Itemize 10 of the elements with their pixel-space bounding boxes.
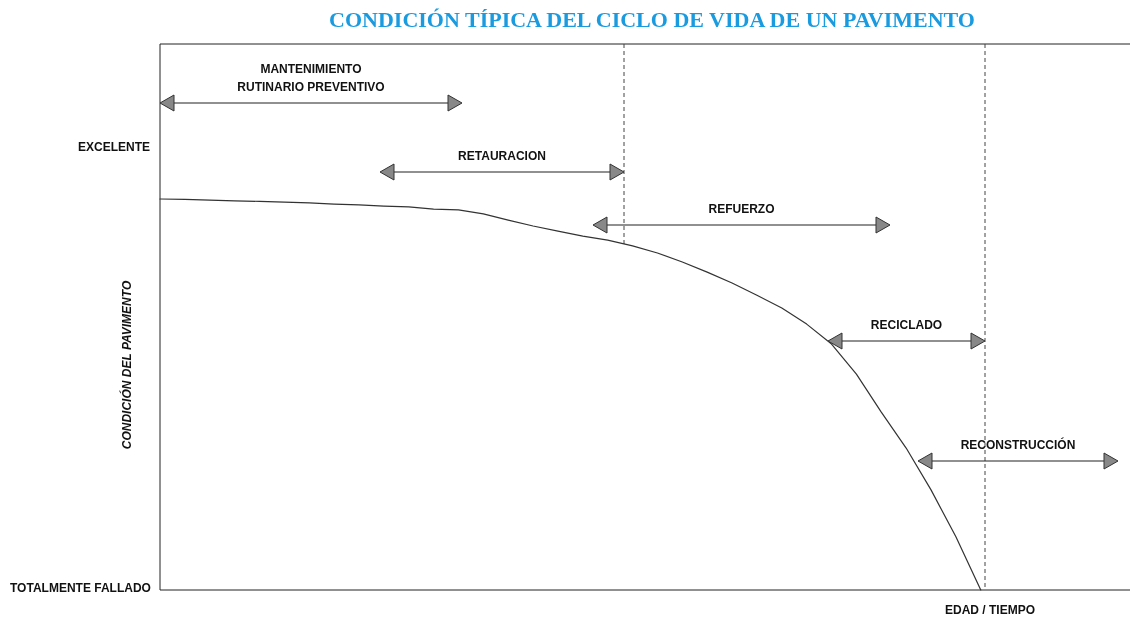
text: MANTENIMIENTO RUTINARIO PREVENTIVO	[237, 62, 385, 94]
text: TOTALMENTE FALLADO	[10, 581, 151, 595]
x-axis-title: EDAD / TIEMPO	[944, 603, 1036, 617]
text: RETAURACION	[458, 149, 546, 163]
chart-title: CONDICIÓN TÍPICA DEL CICLO DE VIDA DE UN PAVIMENTO	[329, 7, 975, 32]
text: EXCELENTE	[78, 140, 151, 154]
annotation: REFUERZO	[708, 202, 775, 216]
y-axis-title: CONDICIÓN DEL PAVIMENTO	[119, 280, 134, 450]
annotation: RECICLADO	[870, 318, 943, 332]
annotation: RECONSTRUCCIÓN	[960, 437, 1076, 452]
